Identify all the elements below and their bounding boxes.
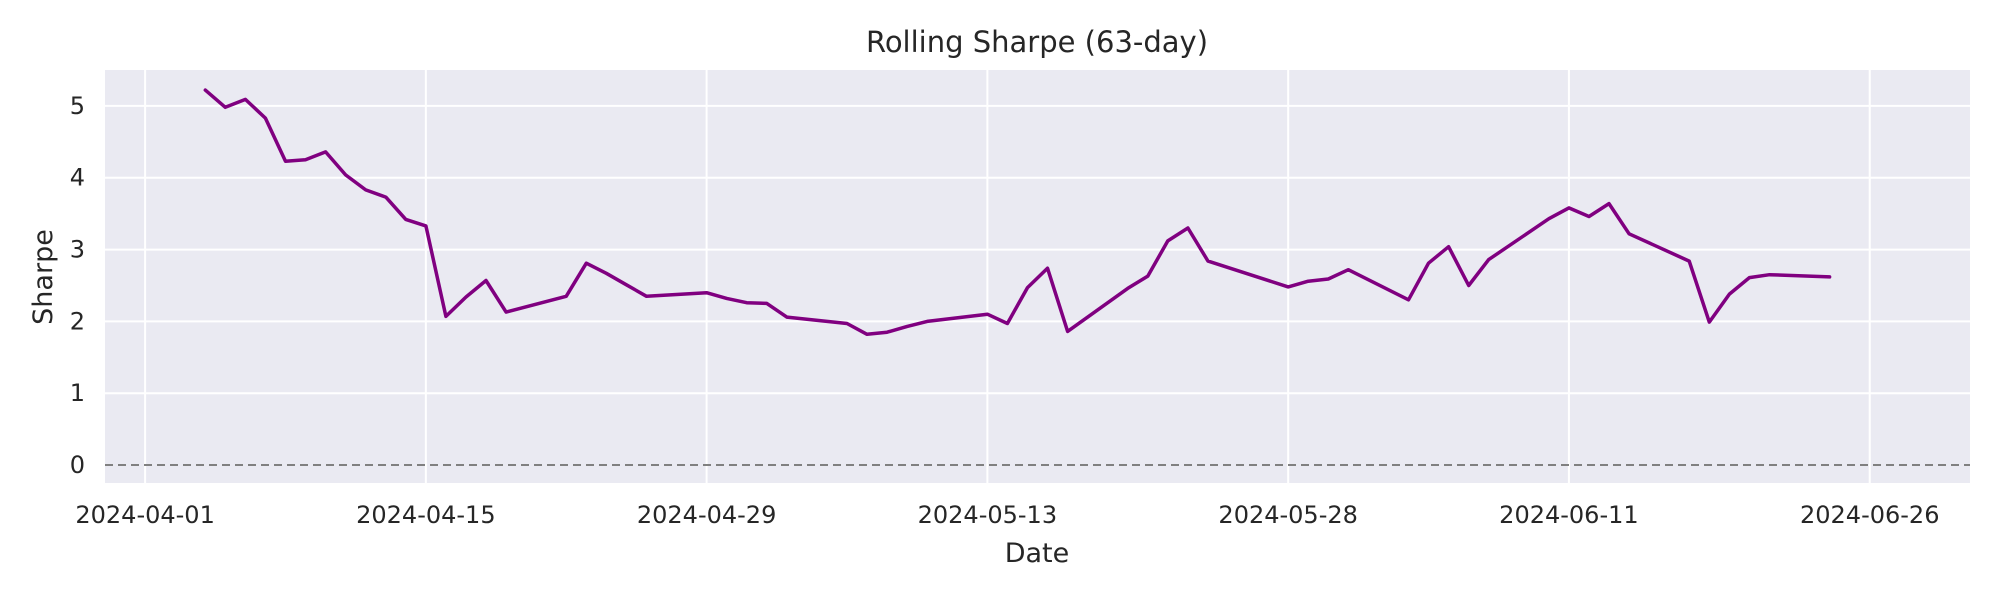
y-tick-label: 0 xyxy=(70,451,85,479)
y-axis-label: Sharpe xyxy=(28,229,59,325)
y-tick-label: 4 xyxy=(70,164,85,192)
x-tick-label: 2024-04-01 xyxy=(75,501,214,529)
series-layer xyxy=(203,88,1832,337)
x-tick-label: 2024-05-13 xyxy=(918,501,1057,529)
x-tick-label: 2024-04-15 xyxy=(356,501,495,529)
y-tick-label: 2 xyxy=(70,307,85,335)
x-tick-label: 2024-06-26 xyxy=(1800,501,1939,529)
x-axis-label: Date xyxy=(1005,538,1070,569)
grid-layer xyxy=(105,70,1970,483)
x-tick-label: 2024-06-11 xyxy=(1499,501,1638,529)
x-tick-labels: 2024-04-01 2024-04-15 2024-04-29 2024-05-13… xyxy=(75,501,1939,529)
y-tick-label: 5 xyxy=(70,92,85,120)
x-tick-label: 2024-05-28 xyxy=(1218,501,1357,529)
chart-title: Rolling Sharpe (63-day) xyxy=(866,25,1208,59)
y-tick-label: 1 xyxy=(70,379,85,407)
y-tick-labels: 0 1 2 3 4 5 xyxy=(70,92,85,479)
y-tick-label: 3 xyxy=(70,236,85,264)
x-tick-label: 2024-04-29 xyxy=(637,501,776,529)
